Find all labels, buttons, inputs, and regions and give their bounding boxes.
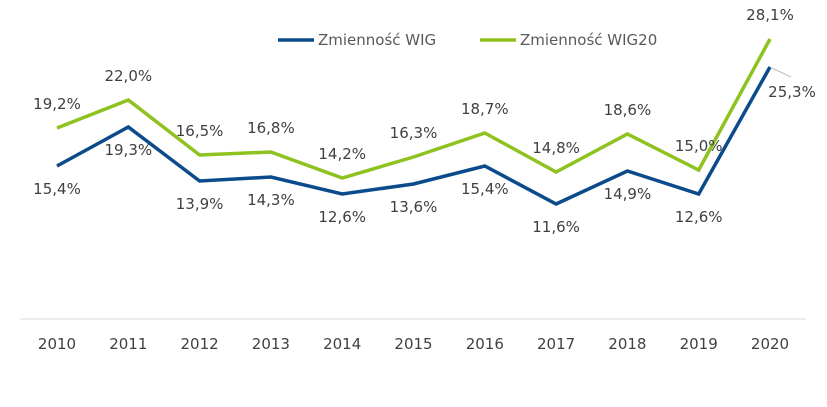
wig-data-label: 12,6% (675, 208, 723, 226)
wig20-data-label: 28,1% (746, 6, 794, 24)
wig20-data-label: 16,5% (176, 122, 224, 140)
legend-label: Zmienność WIG (318, 31, 436, 49)
x-tick-label: 2013 (252, 335, 290, 353)
wig-data-label: 11,6% (532, 218, 580, 236)
wig20-data-label: 16,8% (247, 119, 295, 137)
x-tick-label: 2014 (323, 335, 361, 353)
wig-data-label: 14,9% (604, 185, 652, 203)
x-tick-label: 2010 (38, 335, 76, 353)
legend: Zmienność WIG Zmienność WIG20 (278, 31, 657, 49)
wig20-data-label: 14,2% (318, 145, 366, 163)
x-tick-label: 2020 (751, 335, 789, 353)
wig-data-label: 15,4% (33, 180, 81, 198)
x-tick-label: 2019 (680, 335, 718, 353)
wig-series-line (56, 66, 772, 206)
wig20-data-label: 19,2% (33, 95, 81, 113)
wig-data-label: 12,6% (318, 208, 366, 226)
wig20-data-label: 22,0% (104, 67, 152, 85)
x-tick-label: 2016 (466, 335, 504, 353)
x-tick-label: 2012 (181, 335, 219, 353)
leader-line (771, 67, 792, 78)
wig20-data-label: 16,3% (390, 124, 438, 142)
legend-label: Zmienność WIG20 (520, 31, 657, 49)
wig20-data-label: 15,0% (675, 137, 723, 155)
wig-data-label: 14,3% (247, 191, 295, 209)
x-tick-label: 2017 (537, 335, 575, 353)
wig20-data-label: 14,8% (532, 139, 580, 157)
wig-data-label: 19,3% (104, 141, 152, 159)
wig20-series-line (56, 38, 772, 180)
x-tick-label: 2018 (608, 335, 646, 353)
wig-data-label: 13,9% (176, 195, 224, 213)
wig-data-label: 15,4% (461, 180, 509, 198)
wig-data-label: 25,3% (768, 83, 816, 101)
wig20-data-label: 18,7% (461, 100, 509, 118)
wig20-data-label: 18,6% (604, 101, 652, 119)
x-tick-label: 2011 (109, 335, 147, 353)
x-tick-label: 2015 (394, 335, 432, 353)
wig-data-label: 13,6% (390, 198, 438, 216)
